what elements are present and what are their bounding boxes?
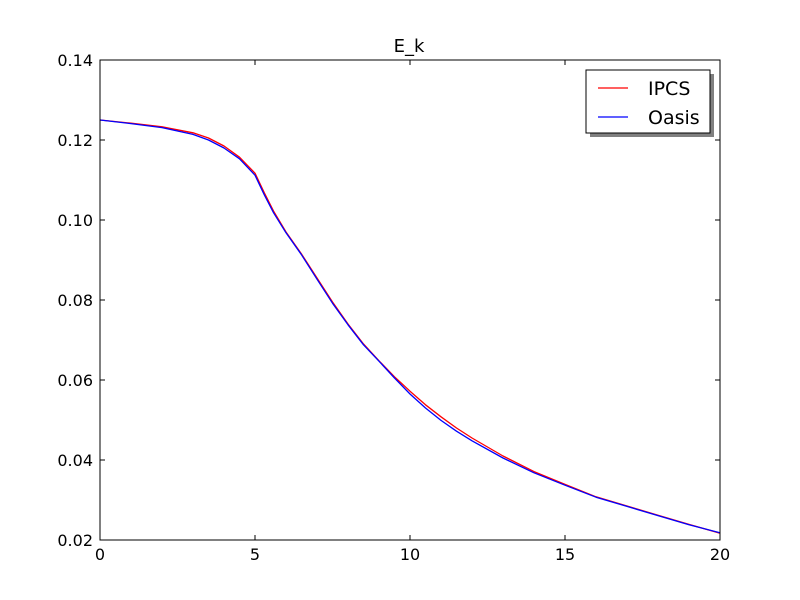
y-tick-label: 0.10 (57, 211, 93, 230)
tick-label-layer: 0 5 10 15 20 0.02 0.04 0.06 0.08 0.10 0.12 0.14 (57, 51, 730, 564)
y-tick-label: 0.04 (57, 451, 93, 470)
series-layer (100, 119, 720, 534)
y-tick-label: 0.08 (57, 291, 93, 310)
chart-title: E_k (394, 36, 425, 57)
y-tick-label: 0.14 (57, 51, 93, 70)
y-tick-label: 0.02 (57, 531, 93, 550)
x-tick-label: 15 (555, 545, 575, 564)
x-tick-label: 0 (95, 545, 105, 564)
legend-label-oasis: Oasis (648, 107, 700, 129)
y-tick-label: 0.12 (57, 131, 93, 150)
series-line-oasis (100, 119, 720, 534)
tick-layer (99, 59, 721, 541)
legend-box (585, 69, 711, 134)
legend-label-ipcs: IPCS (648, 78, 690, 100)
y-tick-label: 0.06 (57, 371, 93, 390)
x-tick-label: 10 (400, 545, 420, 564)
x-tick-label: 20 (710, 545, 730, 564)
legend: IPCS Oasis (585, 69, 714, 137)
x-tick-label: 5 (250, 545, 260, 564)
